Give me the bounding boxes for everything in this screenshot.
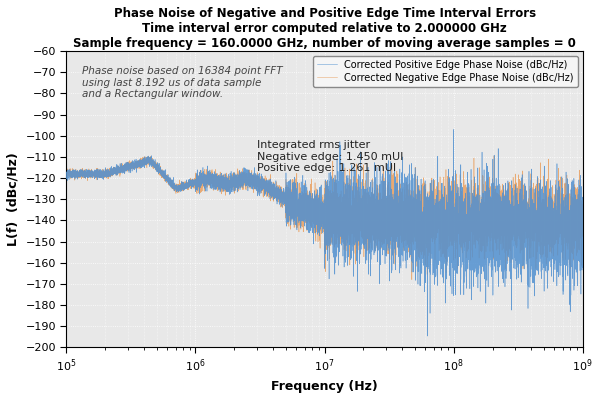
Corrected Negative Edge Phase Noise (dBc/Hz) (84, 172, 91, 177)
Corrected Negative Edge Phase Noise (dBc/Hz) (579, 196, 586, 201)
Corrected Positive Edge Phase Noise (dBc/Hz) (424, 334, 431, 338)
Corrected Positive Edge Phase Noise (dBc/Hz) (450, 127, 457, 132)
Corrected Negative Edge Phase Noise (dBc/Hz) (315, 194, 322, 199)
Corrected Positive Edge Phase Noise (dBc/Hz) (94, 173, 101, 178)
Corrected Negative Edge Phase Noise (dBc/Hz) (65, 172, 73, 177)
Legend: Corrected Positive Edge Phase Noise (dBc/Hz), Corrected Negative Edge Phase Nois: Corrected Positive Edge Phase Noise (dBc… (313, 56, 578, 87)
Corrected Positive Edge Phase Noise (dBc/Hz) (164, 176, 171, 181)
Corrected Positive Edge Phase Noise (dBc/Hz) (63, 170, 70, 174)
Corrected Negative Edge Phase Noise (dBc/Hz) (490, 154, 497, 158)
Corrected Positive Edge Phase Noise (dBc/Hz) (84, 169, 91, 174)
Corrected Positive Edge Phase Noise (dBc/Hz) (65, 170, 73, 175)
Corrected Negative Edge Phase Noise (dBc/Hz) (164, 176, 171, 181)
Y-axis label: L(f)  (dBc/Hz): L(f) (dBc/Hz) (7, 152, 20, 246)
X-axis label: Frequency (Hz): Frequency (Hz) (271, 380, 378, 393)
Corrected Positive Edge Phase Noise (dBc/Hz) (579, 265, 586, 270)
Corrected Negative Edge Phase Noise (dBc/Hz) (94, 174, 101, 178)
Title: Phase Noise of Negative and Positive Edge Time Interval Errors
Time interval err: Phase Noise of Negative and Positive Edg… (73, 7, 576, 50)
Corrected Negative Edge Phase Noise (dBc/Hz) (408, 277, 415, 282)
Text: Integrated rms jitter
Negative edge: 1.450 mUI
Positive edge: 1.261 mUI: Integrated rms jitter Negative edge: 1.4… (257, 140, 404, 173)
Text: Phase noise based on 16384 point FFT
using last 8.192 us of data sample
and a Re: Phase noise based on 16384 point FFT usi… (82, 66, 283, 99)
Corrected Positive Edge Phase Noise (dBc/Hz) (552, 236, 559, 240)
Line: Corrected Negative Edge Phase Noise (dBc/Hz): Corrected Negative Edge Phase Noise (dBc… (67, 156, 583, 280)
Corrected Negative Edge Phase Noise (dBc/Hz) (552, 200, 559, 205)
Corrected Positive Edge Phase Noise (dBc/Hz) (315, 215, 322, 220)
Line: Corrected Positive Edge Phase Noise (dBc/Hz): Corrected Positive Edge Phase Noise (dBc… (67, 130, 583, 336)
Corrected Negative Edge Phase Noise (dBc/Hz) (63, 169, 70, 174)
